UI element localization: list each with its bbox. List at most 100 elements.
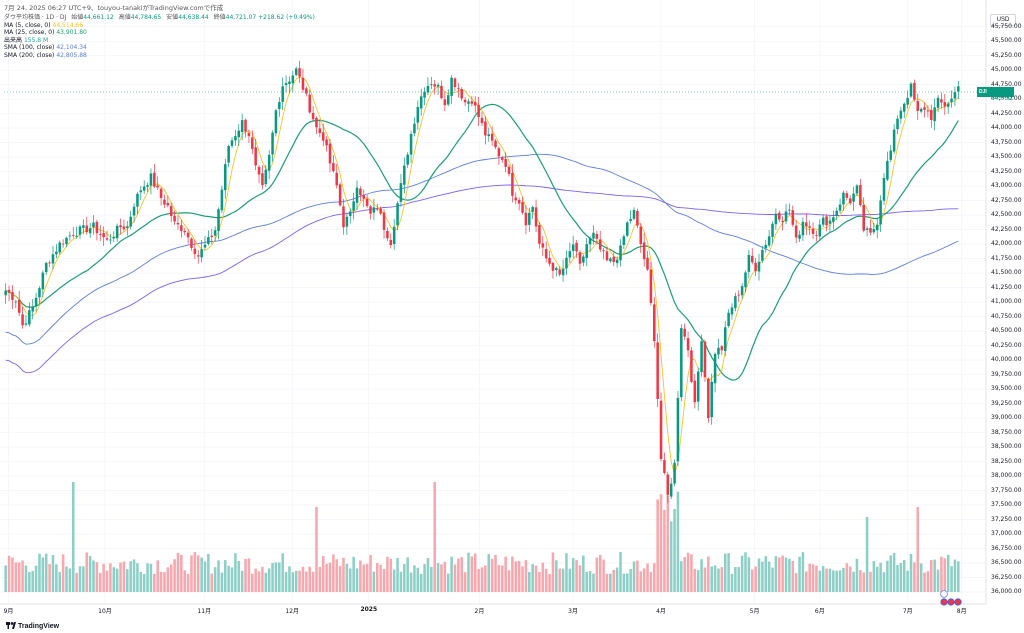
price-tick-label: 39,500.00 (991, 385, 1022, 393)
candle-body (11, 292, 14, 300)
earnings-event-icon (940, 590, 948, 598)
candle-body (159, 188, 163, 199)
candle-body (767, 236, 771, 246)
candle-body (146, 185, 149, 187)
volume-bar (730, 573, 734, 592)
volume-bar (571, 558, 575, 592)
volume-bar (764, 556, 768, 592)
candle-body (734, 296, 737, 309)
volume-bar (940, 556, 943, 592)
time-tick-label: 8月 (956, 608, 967, 615)
candle-body (372, 207, 376, 213)
volume-bar (717, 568, 720, 592)
volume-bar (463, 572, 467, 592)
candle-body (102, 233, 105, 238)
volume-bar (207, 553, 210, 592)
volume-bar (757, 558, 761, 592)
candle-body (386, 231, 389, 239)
candle-body (703, 341, 707, 378)
volume-bar (568, 568, 572, 592)
candle-body (666, 474, 670, 495)
change-value: +218.62 (+0.49%) (258, 14, 315, 21)
time-tick-label: 3月 (568, 608, 578, 615)
volume-bar (592, 573, 595, 592)
volume-bar (720, 567, 724, 592)
candle-body (565, 257, 568, 269)
volume-bar (686, 552, 690, 592)
candle-body (274, 110, 278, 134)
volume-bar (784, 557, 788, 592)
volume-bar (372, 571, 376, 592)
price-tick-label: 38,750.00 (991, 428, 1022, 436)
volume-bar (889, 555, 893, 592)
candle-body (517, 200, 521, 204)
volume-bar (538, 572, 541, 592)
volume-bar (869, 571, 872, 592)
candle-body (31, 307, 34, 312)
candle-body (784, 211, 788, 222)
volume-bar (430, 566, 433, 592)
candle-body (311, 112, 315, 120)
volume-bar (183, 570, 186, 592)
volume-bar (528, 571, 531, 592)
volume-bar (808, 563, 811, 592)
price-tick-label: 41,250.00 (991, 283, 1022, 291)
volume-bar (203, 561, 207, 592)
volume-bar (838, 570, 842, 592)
candle-body (828, 220, 832, 224)
currency-button[interactable]: USD (990, 14, 1016, 26)
candle-body (669, 483, 673, 497)
candle-body (139, 190, 143, 193)
volume-bar (237, 560, 241, 592)
volume-bar (555, 560, 558, 592)
price-tick-label: 44,000.00 (991, 124, 1022, 132)
volume-bar (44, 553, 48, 592)
candle-body (460, 89, 463, 99)
candle-body (940, 99, 943, 103)
candle-body (342, 206, 345, 228)
indicator-volume[interactable]: 出来高 155.8 M (4, 36, 49, 44)
candle-body (166, 202, 170, 206)
volume-bar (700, 559, 703, 592)
sma100-line (5, 153, 959, 345)
candle-body (291, 75, 295, 84)
indicator-ma5[interactable]: MA (5, close, 0) 44,514.66 (4, 21, 84, 29)
volume-bar (332, 554, 335, 592)
volume-bar (403, 564, 406, 592)
candle-body (886, 160, 889, 180)
symbol-label[interactable]: ダウ平均株価 · 1D · DJ (4, 14, 67, 21)
volume-bar (460, 557, 463, 592)
candle-body (480, 117, 484, 124)
indicator-ma25[interactable]: MA (25, close, 0) 43,901.80 (4, 29, 87, 37)
volume-bar (153, 573, 156, 592)
indicator-sma100[interactable]: SMA (100, close) 42,104.34 (4, 44, 87, 52)
volume-bar (852, 571, 855, 592)
volume-bar (71, 482, 75, 592)
candle-body (696, 371, 700, 402)
candle-body (899, 110, 903, 119)
candle-body (318, 128, 322, 134)
candle-body (744, 272, 747, 288)
candle-body (119, 225, 122, 228)
candle-body (585, 244, 588, 259)
candle-body (237, 130, 241, 138)
indicator-sma200[interactable]: SMA (200, close) 42,805.88 (4, 51, 87, 59)
candle-body (946, 103, 950, 107)
volume-bar (683, 557, 686, 592)
volume-bar (892, 553, 896, 592)
volume-bar (261, 566, 264, 592)
volume-bar (55, 564, 58, 592)
candle-body (173, 215, 176, 222)
tradingview-logo[interactable]: TradingView (6, 622, 59, 630)
candle-body (186, 232, 190, 238)
candle-body (7, 289, 11, 293)
volume-bar (65, 566, 68, 592)
volume-bar (862, 572, 865, 592)
volume-bar (298, 570, 301, 592)
event-markers[interactable] (936, 590, 966, 606)
volume-bar (14, 562, 18, 592)
price-tick-label: 37,250.00 (991, 515, 1022, 523)
candle-body (653, 304, 656, 342)
volume-bar (791, 560, 795, 592)
